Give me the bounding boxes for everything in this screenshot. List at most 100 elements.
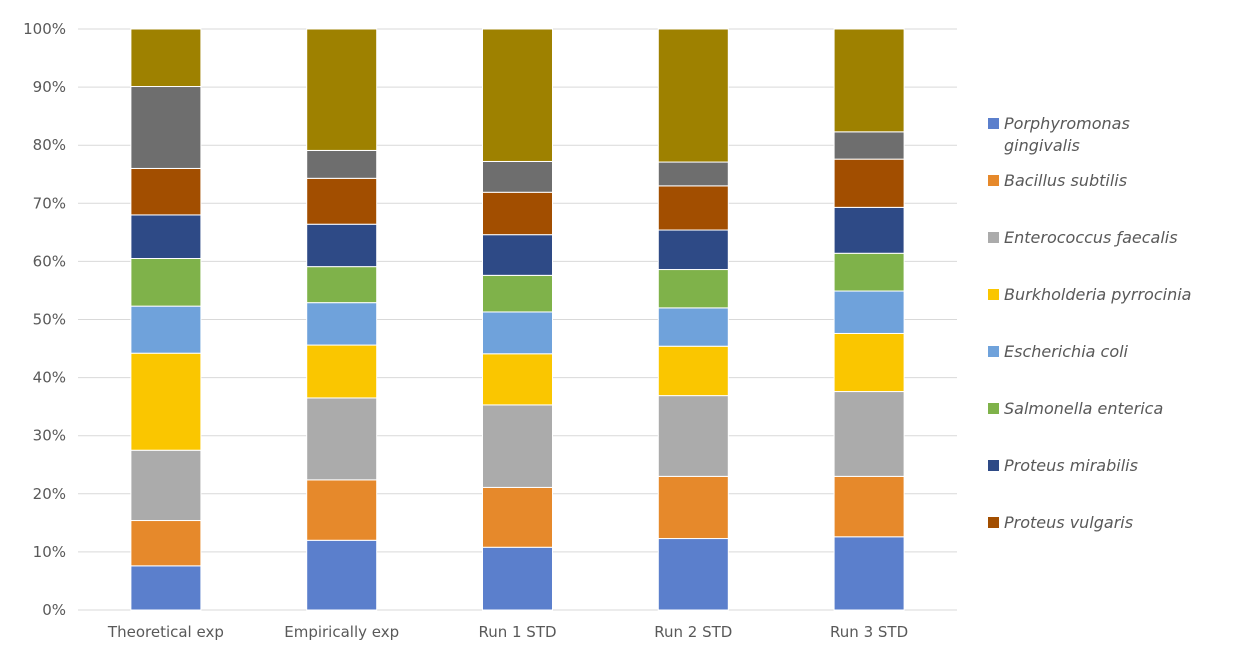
- legend-swatch: [988, 460, 999, 471]
- bar-stack: [306, 28, 378, 611]
- y-tick-label: 70%: [33, 194, 66, 212]
- legend-label: Enterococcus ƒaecalis: [1004, 228, 1178, 247]
- bar-segment: [482, 28, 553, 162]
- bar-segment: [657, 269, 729, 309]
- y-tick-label: 80%: [33, 136, 66, 154]
- bar-segment: [482, 404, 553, 488]
- bar-segment: [482, 486, 553, 548]
- bar-segment: [306, 344, 378, 399]
- bars: [130, 28, 905, 611]
- bar-segment: [833, 290, 905, 334]
- legend-label: gingivalis: [1004, 136, 1080, 155]
- bar-segment: [833, 252, 905, 292]
- legend-label: Bacillus subtilis: [1004, 171, 1127, 190]
- legend-item: Porphyromonas gingivalis: [988, 114, 1130, 155]
- y-tick-label: 50%: [33, 311, 66, 329]
- legend-item: Proteus mirabilis: [988, 456, 1138, 475]
- bar-stack: [833, 28, 905, 611]
- bar-segment: [306, 479, 378, 541]
- bar-segment: [130, 28, 202, 88]
- bar-segment: [482, 191, 553, 236]
- y-tick-label: 20%: [33, 485, 66, 503]
- y-tick-label: 40%: [33, 369, 66, 387]
- y-tick-label: 90%: [33, 78, 66, 96]
- bar-segment: [130, 86, 202, 169]
- legend-label: Porphyromonas: [1004, 114, 1130, 133]
- bar-segment: [657, 395, 729, 477]
- bar-segment: [657, 307, 729, 347]
- bar-segment: [482, 546, 553, 611]
- bar-segment: [482, 274, 553, 313]
- legend-swatch: [988, 289, 999, 300]
- bar-segment: [306, 28, 378, 151]
- x-tick-label: Empirically exp: [284, 623, 399, 641]
- bar-segment: [657, 229, 729, 271]
- bar-segment: [657, 161, 729, 187]
- x-tick-label: Run 2 STD: [654, 623, 732, 641]
- bar-segment: [130, 257, 202, 307]
- bar-segment: [130, 449, 202, 522]
- x-tick-label: Run 3 STD: [830, 623, 908, 641]
- bar-segment: [833, 158, 905, 208]
- bar-segment: [130, 352, 202, 451]
- legend-item: Escherichia coli: [988, 342, 1129, 361]
- bar-segment: [306, 149, 378, 179]
- legend-item: Salmonella enterica: [988, 399, 1163, 418]
- bar-segment: [833, 391, 905, 477]
- bar-stack: [482, 28, 553, 611]
- bar-segment: [306, 539, 378, 611]
- bar-segment: [833, 206, 905, 254]
- bar-segment: [306, 177, 378, 225]
- bar-segment: [482, 160, 553, 193]
- legend-label: Escherichia coli: [1004, 342, 1129, 361]
- y-tick-label: 60%: [33, 252, 66, 270]
- legend-swatch: [988, 232, 999, 243]
- bar-segment: [833, 28, 905, 133]
- bar-segment: [482, 353, 553, 406]
- bar-segment: [833, 475, 905, 538]
- legend-swatch: [988, 403, 999, 414]
- x-tick-label: Theoretical exp: [107, 623, 224, 641]
- legend-label: Proteus vulgaris: [1004, 513, 1133, 532]
- bar-segment: [657, 28, 729, 163]
- legend-swatch: [988, 175, 999, 186]
- legend-item: Burkholderia pyrrocinia: [988, 285, 1191, 304]
- legend-swatch: [988, 118, 999, 129]
- bar-segment: [657, 185, 729, 231]
- bar-segment: [482, 234, 553, 276]
- bar-segment: [833, 131, 905, 160]
- bar-segment: [130, 214, 202, 259]
- y-axis-tick-labels: 0% 10% 20% 30% 40% 50% 60% 70% 80% 90% 100%: [23, 20, 66, 619]
- bar-segment: [306, 266, 378, 304]
- bar-segment: [130, 167, 202, 216]
- legend-label: Salmonella enterica: [1004, 399, 1163, 418]
- bar-segment: [657, 538, 729, 611]
- y-tick-label: 0%: [42, 601, 66, 619]
- bar-segment: [833, 536, 905, 611]
- y-tick-label: 10%: [33, 543, 66, 561]
- bar-segment: [657, 345, 729, 397]
- legend-item: Proteus vulgaris: [988, 513, 1133, 532]
- legend-label: Proteus mirabilis: [1004, 456, 1138, 475]
- y-tick-label: 30%: [33, 427, 66, 445]
- legend: Porphyromonas gingivalis Bacillus subtilis…: [988, 114, 1191, 532]
- bar-stack: [130, 28, 202, 611]
- legend-item: Bacillus subtilis: [988, 171, 1127, 190]
- x-axis-tick-labels: Theoretical exp Empirically exp Run 1 STD R…: [107, 623, 908, 641]
- bar-segment: [130, 565, 202, 611]
- bar-segment: [306, 397, 378, 481]
- bar-segment: [130, 520, 202, 567]
- legend-swatch: [988, 346, 999, 357]
- bar-segment: [833, 332, 905, 393]
- legend-label: Burkholderia pyrrocinia: [1004, 285, 1191, 304]
- x-tick-label: Run 1 STD: [478, 623, 556, 641]
- legend-swatch: [988, 517, 999, 528]
- bar-segment: [306, 302, 378, 346]
- bar-segment: [130, 305, 202, 354]
- y-tick-label: 100%: [23, 20, 66, 38]
- bar-segment: [306, 223, 378, 268]
- bar-stack: [657, 28, 729, 611]
- bar-segment: [657, 475, 729, 540]
- legend-item: Enterococcus ƒaecalis: [988, 228, 1178, 247]
